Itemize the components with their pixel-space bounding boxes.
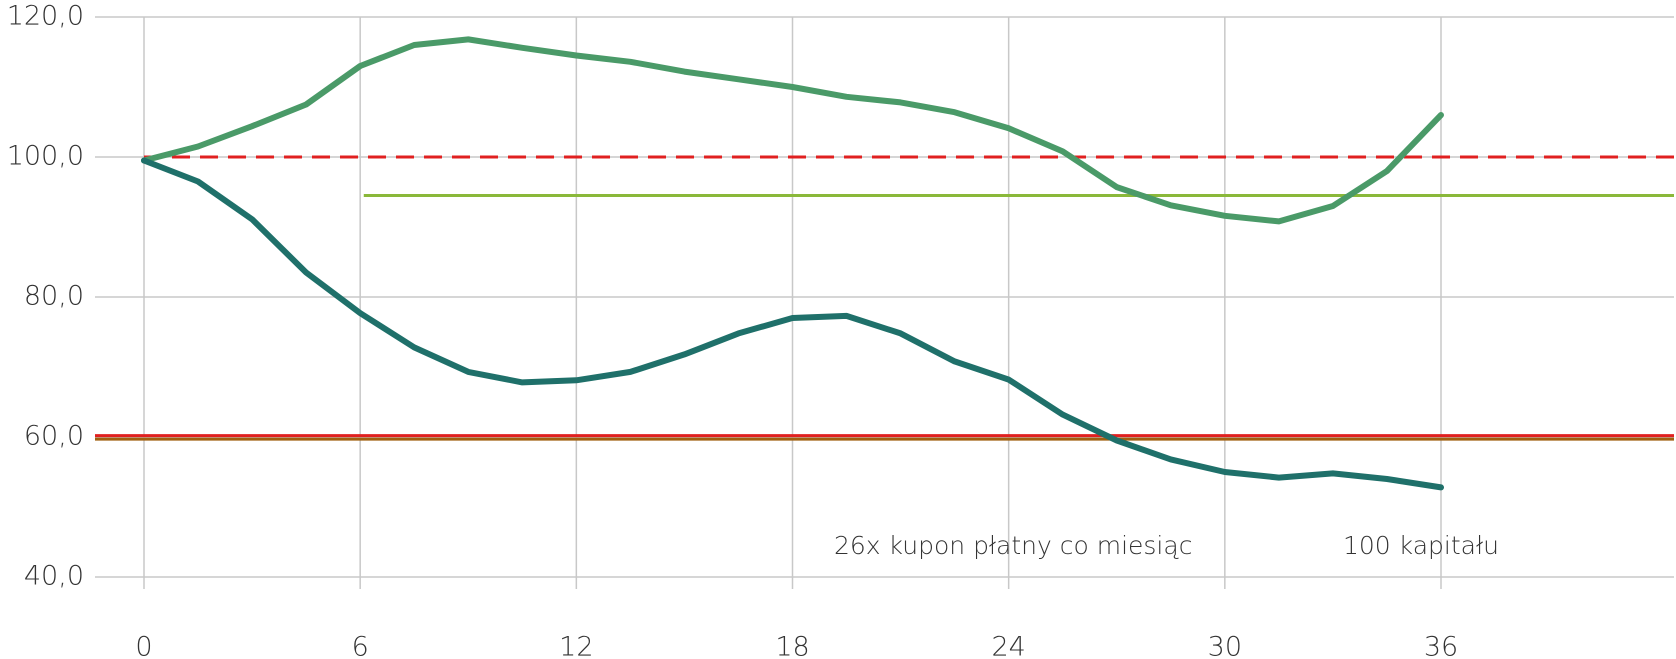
annotation: 100 kapitału: [1343, 531, 1499, 560]
x-tick-label: 36: [1424, 632, 1458, 659]
y-tick-label: 120,0: [7, 1, 84, 32]
x-tick-label: 18: [775, 632, 809, 659]
y-tick-label: 60,0: [24, 421, 84, 452]
annotation: 26x kupon płatny co miesiąc: [834, 531, 1192, 560]
series-line: [141, 157, 1444, 491]
series-line: [141, 36, 1444, 225]
y-tick-label: 80,0: [24, 281, 84, 312]
x-tick-label: 24: [991, 632, 1025, 659]
x-tick-label: 0: [135, 632, 152, 659]
x-tick-label: 12: [559, 632, 593, 659]
y-tick-label: 40,0: [24, 561, 84, 592]
x-tick-label: 6: [352, 632, 369, 659]
y-tick-label: 100,0: [7, 141, 84, 172]
x-tick-label: 30: [1208, 632, 1242, 659]
